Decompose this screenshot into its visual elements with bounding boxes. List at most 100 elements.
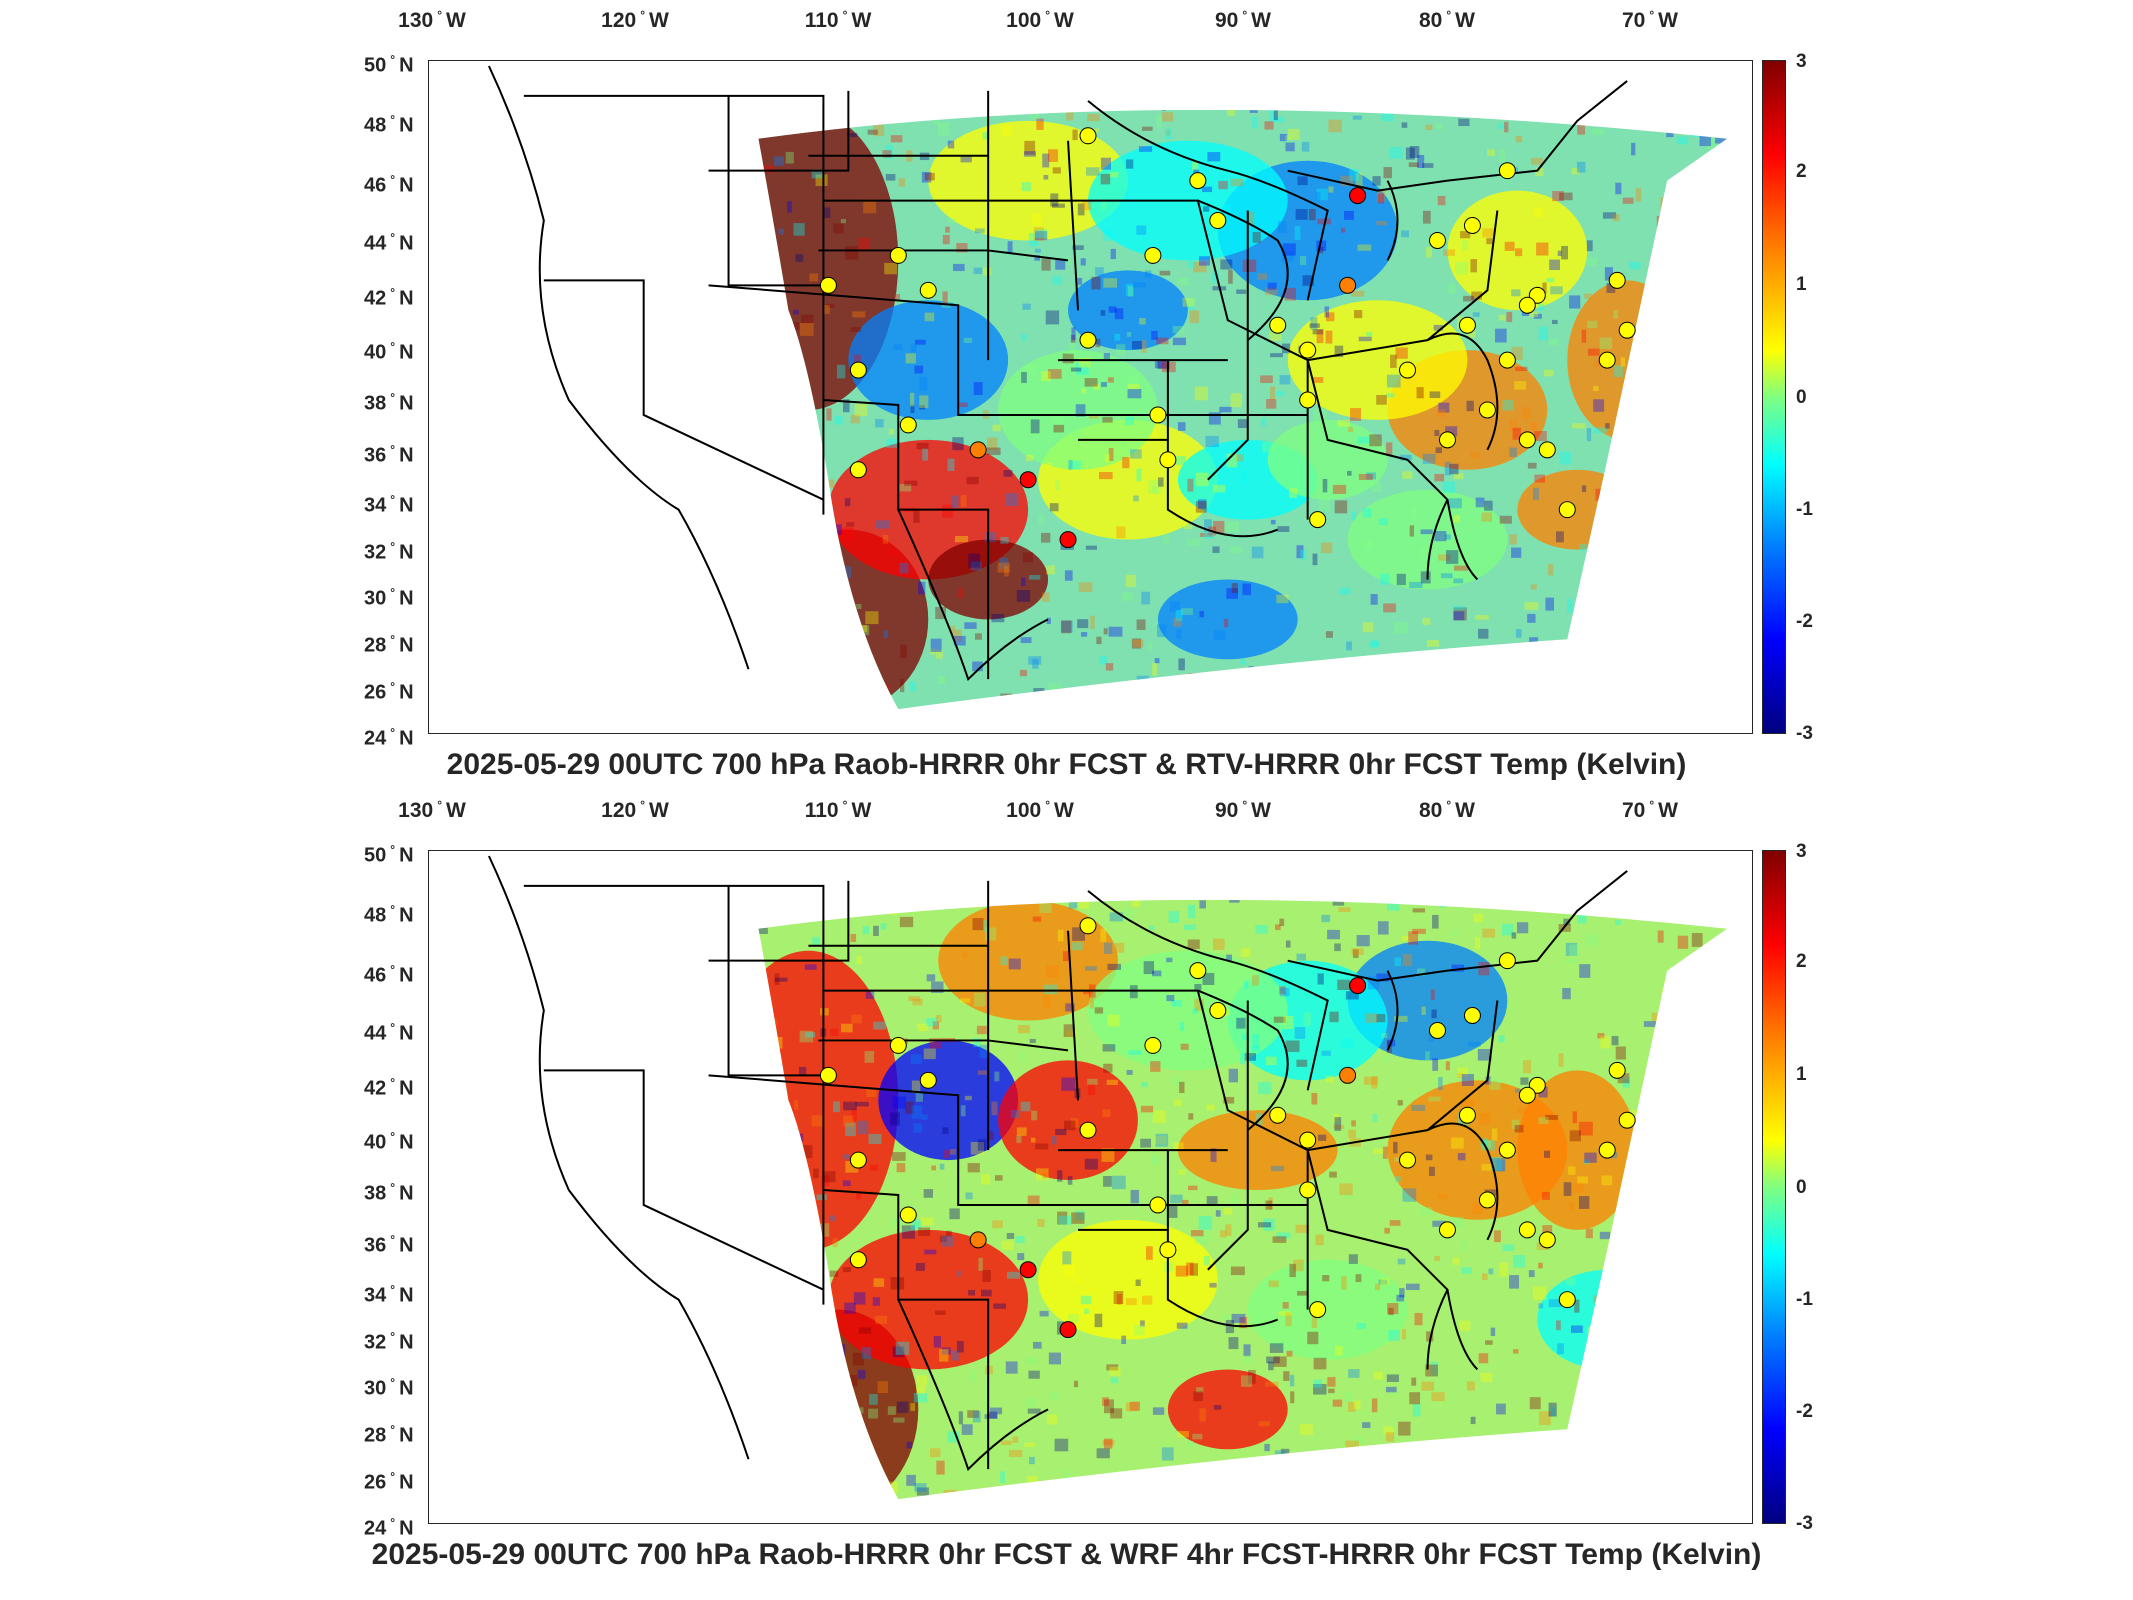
latitude-label-value: 48 <box>364 114 387 137</box>
raob-station-marker <box>1159 451 1177 469</box>
latitude-label-value: 42 <box>364 1077 387 1100</box>
raob-station-marker <box>1309 1301 1327 1319</box>
latitude-label: 50 ° N <box>364 843 414 868</box>
raob-station-marker <box>1598 351 1616 369</box>
map-svg <box>488 65 1728 710</box>
latitude-label: 44 ° N <box>364 1021 414 1046</box>
latitude-label: 38 ° N <box>364 1181 414 1206</box>
latitude-label: 42 ° N <box>364 1076 414 1101</box>
raob-station-marker <box>849 361 867 379</box>
degree-symbol: ° <box>390 52 396 67</box>
degree-symbol: ° <box>390 1129 396 1144</box>
latitude-label: 34 ° N <box>364 1283 414 1308</box>
latitude-label: 40 ° N <box>364 340 414 365</box>
raob-station-marker <box>1518 1221 1536 1239</box>
latitude-label: 26 ° N <box>364 680 414 705</box>
degree-symbol: ° <box>390 390 396 405</box>
latitude-label: 46 ° N <box>364 963 414 988</box>
raob-station-marker <box>1608 271 1626 289</box>
latitude-label-value: 34 <box>364 1284 387 1307</box>
boundary-line <box>1447 870 1628 972</box>
longitude-label-value: 80 <box>1419 799 1443 822</box>
boundary-line <box>1427 332 1499 451</box>
boundary-line <box>488 855 750 1460</box>
boundary-line <box>1427 1122 1499 1241</box>
raob-station-marker <box>1149 406 1167 424</box>
degree-symbol: ° <box>390 539 396 554</box>
latitude-label-value: 36 <box>364 444 387 467</box>
raob-station-marker <box>1558 1291 1576 1309</box>
raob-station-marker <box>849 461 867 479</box>
latitude-label-value: 44 <box>364 232 387 255</box>
raob-station-marker <box>1498 162 1516 180</box>
longitude-label-hemisphere: W <box>446 9 466 32</box>
latitude-label-value: 32 <box>364 541 387 564</box>
degree-symbol: ° <box>1446 8 1452 22</box>
raob-station-marker <box>1538 1231 1556 1249</box>
raob-station-marker <box>1299 341 1317 359</box>
latitude-label-value: 36 <box>364 1234 387 1257</box>
degree-symbol: ° <box>390 1282 396 1297</box>
colorbar-tick-label: 3 <box>1796 841 1807 862</box>
raob-station-marker <box>1149 1196 1167 1214</box>
raob-station-marker <box>1498 351 1516 369</box>
latitude-label-hemisphere: N <box>399 964 414 987</box>
raob-station-marker <box>1618 321 1636 339</box>
latitude-label: 44 ° N <box>364 231 414 256</box>
raob-station-marker <box>1189 962 1207 980</box>
boundary-line <box>1446 1289 1479 1371</box>
latitude-label: 36 ° N <box>364 443 414 468</box>
degree-symbol: ° <box>640 798 646 812</box>
longitude-label: 70 ° W <box>1622 798 1678 823</box>
longitude-label-hemisphere: W <box>1455 799 1475 822</box>
degree-symbol: ° <box>390 1469 396 1484</box>
longitude-label-hemisphere: W <box>1251 9 1271 32</box>
boundary-line <box>897 509 1049 682</box>
boundary-line <box>1307 210 1499 362</box>
boundary-line <box>543 279 824 501</box>
latitude-label-hemisphere: N <box>399 287 414 310</box>
longitude-label-value: 100 <box>1006 799 1042 822</box>
latitude-label-value: 40 <box>364 1131 387 1154</box>
colorbar-tick-label: -2 <box>1796 1401 1813 1422</box>
latitude-label-hemisphere: N <box>399 1182 414 1205</box>
degree-symbol: ° <box>390 585 396 600</box>
boundary-line <box>543 1069 824 1291</box>
latitude-label-hemisphere: N <box>399 681 414 704</box>
raob-station-marker <box>1059 1321 1077 1339</box>
boundary-line <box>897 1299 1049 1472</box>
longitude-label-hemisphere: W <box>1251 799 1271 822</box>
degree-symbol: ° <box>640 8 646 22</box>
raob-station-marker <box>1518 431 1536 449</box>
longitude-label: 90 ° W <box>1215 798 1271 823</box>
boundary-line <box>1087 100 1329 301</box>
raob-station-marker <box>1299 1131 1317 1149</box>
raob-station-marker <box>849 1151 867 1169</box>
latitude-label-value: 38 <box>364 392 387 415</box>
raob-station-marker <box>1299 391 1317 409</box>
colorbar-tick-label: -1 <box>1796 499 1813 520</box>
colorbar <box>1762 850 1786 1524</box>
colorbar-tick-label: 0 <box>1796 387 1807 408</box>
raob-station-marker <box>1079 127 1097 145</box>
degree-symbol: ° <box>390 1180 396 1195</box>
longitude-label-value: 130 <box>398 799 434 822</box>
latitude-label: 24 ° N <box>364 1516 414 1541</box>
colorbar-tick-label: 2 <box>1796 951 1807 972</box>
longitude-label: 120 ° W <box>601 798 669 823</box>
degree-symbol: ° <box>390 1232 396 1247</box>
boundary-line <box>727 885 829 1077</box>
latitude-label-value: 46 <box>364 174 387 197</box>
raob-stations <box>819 127 1636 549</box>
boundary-line <box>823 1188 990 1470</box>
raob-station-marker <box>1144 246 1162 264</box>
raob-station-marker <box>889 1036 907 1054</box>
raob-station-marker <box>1518 1086 1536 1104</box>
degree-symbol: ° <box>842 8 848 22</box>
boundary-line <box>818 1039 1069 1052</box>
temperature-difference-field <box>758 109 1728 710</box>
boundary-line <box>1307 1000 1499 1152</box>
boundary-line <box>1166 360 1279 538</box>
longitude-label-hemisphere: W <box>1658 799 1678 822</box>
longitude-label: 100 ° W <box>1006 798 1074 823</box>
